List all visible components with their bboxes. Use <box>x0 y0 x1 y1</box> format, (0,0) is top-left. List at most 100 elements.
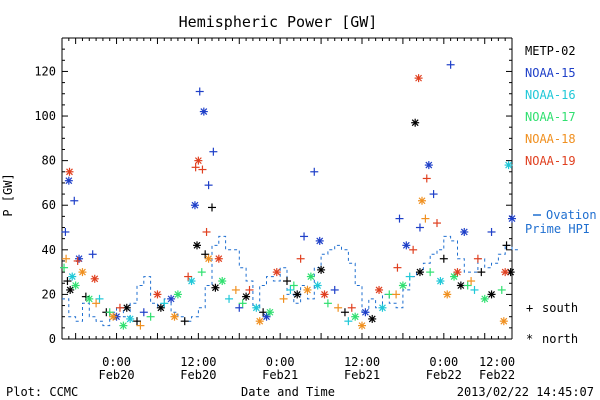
data-point <box>173 290 182 299</box>
data-point <box>62 254 71 263</box>
y-axis-ticks: 0 20 40 60 80 100 120 <box>34 48 512 346</box>
data-point <box>60 263 69 272</box>
point-stroke <box>218 277 226 285</box>
legend-entry: NOAA-18 <box>525 132 576 146</box>
data-point <box>193 241 201 250</box>
data-point <box>126 314 135 323</box>
data-point <box>115 303 124 312</box>
data-point <box>214 254 223 263</box>
legend-entry: NOAA-15 <box>525 66 576 80</box>
data-point <box>252 303 261 312</box>
data-point <box>211 283 220 292</box>
data-point <box>506 268 515 277</box>
point-stroke <box>263 313 270 321</box>
y-tick-label: 20 <box>42 287 56 301</box>
data-point <box>202 227 211 236</box>
point-stroke <box>507 268 515 276</box>
point-stroke <box>399 282 407 289</box>
y-axis-label: P [GW] <box>1 173 15 216</box>
data-point <box>415 268 424 277</box>
data-point <box>385 290 394 299</box>
data-point <box>199 107 208 116</box>
data-point <box>204 254 213 263</box>
data-point <box>109 312 118 321</box>
data-point <box>501 268 510 277</box>
data-point <box>499 317 508 326</box>
point-stroke <box>109 313 117 321</box>
data-point <box>460 227 469 236</box>
data-point <box>90 274 99 283</box>
data-point <box>255 317 264 326</box>
point-stroke <box>215 255 223 263</box>
data-point <box>402 241 411 250</box>
hemisphere-marker-north: * <box>526 332 533 346</box>
data-point <box>421 214 430 223</box>
y-tick-label: 100 <box>34 109 56 123</box>
data-point <box>470 285 479 294</box>
x-tick-time-label: 0:00 <box>102 355 131 369</box>
data-point <box>415 223 424 232</box>
point-stroke <box>402 241 410 249</box>
chart-title: Hemispheric Power [GW] <box>179 13 378 31</box>
point-stroke <box>375 286 383 294</box>
point-stroke <box>481 295 489 303</box>
plot-credit: Plot: CCMC <box>6 385 78 399</box>
data-point <box>347 303 356 312</box>
point-stroke <box>119 322 127 330</box>
point-stroke <box>488 290 495 298</box>
data-point <box>344 317 353 326</box>
x-tick-date-label: Feb21 <box>344 368 380 382</box>
data-point <box>190 201 199 210</box>
x-tick-time-label: 12:00 <box>180 355 216 369</box>
point-stroke <box>304 286 311 294</box>
point-stroke <box>418 197 426 205</box>
point-stroke <box>171 313 178 321</box>
data-point <box>450 272 459 281</box>
point-stroke <box>91 275 99 283</box>
data-point <box>66 285 75 294</box>
ovation-legend-label-1: Ovation <box>546 208 597 222</box>
data-point <box>351 312 360 321</box>
data-point <box>245 285 254 294</box>
data-point <box>487 227 496 236</box>
data-point <box>139 308 148 317</box>
data-point <box>334 303 343 312</box>
data-point <box>289 281 298 290</box>
data-point <box>204 181 213 190</box>
point-stroke <box>450 273 458 280</box>
data-point <box>313 281 322 290</box>
data-point <box>231 285 240 294</box>
point-stroke <box>154 290 161 298</box>
point-stroke <box>266 308 274 316</box>
data-point <box>477 268 486 277</box>
point-stroke <box>174 290 182 298</box>
point-stroke <box>211 284 219 292</box>
data-point <box>361 308 370 317</box>
data-point <box>330 285 339 294</box>
y-tick-label: 80 <box>42 154 56 168</box>
data-point <box>424 161 433 170</box>
data-point <box>105 308 114 317</box>
data-point <box>136 321 145 330</box>
data-point <box>456 281 465 290</box>
data-point <box>422 174 431 183</box>
data-point <box>340 308 349 317</box>
point-stroke <box>321 290 328 298</box>
point-stroke <box>501 268 509 276</box>
data-point <box>473 254 482 263</box>
point-stroke <box>425 161 433 169</box>
data-point <box>398 281 407 290</box>
data-point <box>85 294 94 303</box>
point-stroke <box>314 282 322 289</box>
point-stroke <box>436 277 444 285</box>
point-stroke <box>85 295 93 303</box>
data-point <box>414 74 423 83</box>
data-point <box>368 314 377 323</box>
point-stroke <box>415 74 423 82</box>
data-point <box>209 147 218 156</box>
data-point <box>170 312 179 321</box>
x-axis-label: Date and Time <box>241 385 335 399</box>
data-point <box>480 294 489 303</box>
data-point <box>453 268 462 277</box>
